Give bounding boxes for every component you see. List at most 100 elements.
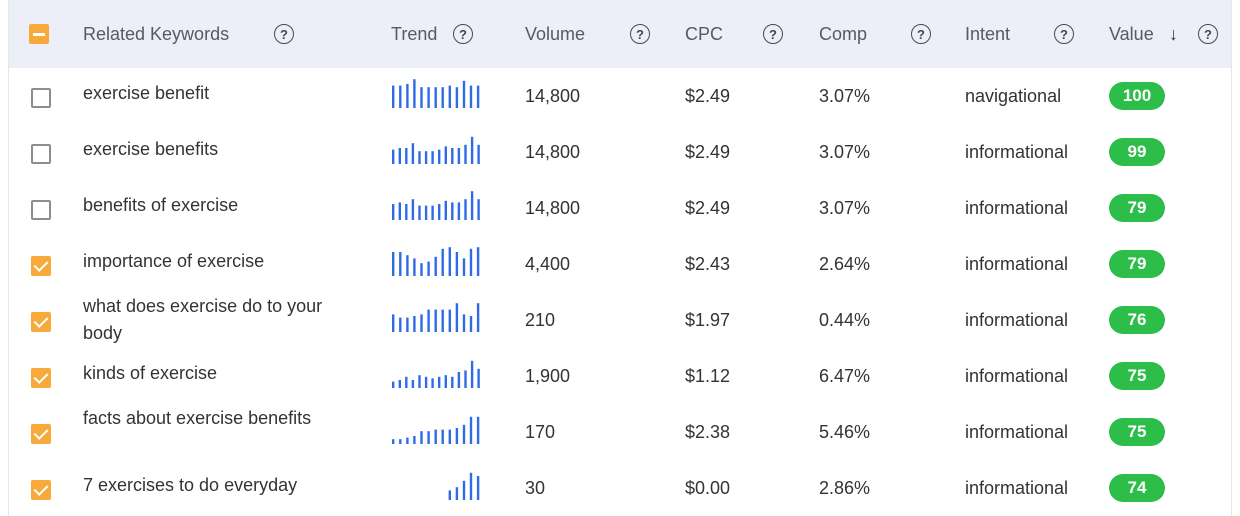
- help-icon[interactable]: ?: [274, 24, 294, 44]
- volume-value: 210: [525, 310, 556, 330]
- help-icon[interactable]: ?: [763, 24, 783, 44]
- trend-bar: [392, 314, 395, 332]
- trend-help[interactable]: ?: [453, 0, 473, 68]
- trend-bar: [444, 375, 447, 388]
- trend-bar: [464, 199, 467, 220]
- trend-sparkline: [392, 191, 480, 220]
- trend-bar: [451, 376, 454, 388]
- comp-help[interactable]: ?: [911, 0, 931, 68]
- trend-bar: [455, 87, 459, 108]
- comp-value: 3.07%: [819, 142, 871, 162]
- trend-bar: [427, 261, 430, 276]
- value-badge: 100: [1109, 82, 1165, 110]
- cpc-value: $2.38: [685, 422, 731, 442]
- intent-help[interactable]: ?: [1054, 0, 1074, 68]
- row-checkbox[interactable]: [31, 480, 51, 500]
- cpc-value: $0.00: [685, 478, 731, 498]
- trend-bar: [441, 309, 444, 332]
- trend-bar: [477, 144, 480, 164]
- keyword-text[interactable]: kinds of exercise: [83, 363, 218, 383]
- trend-bar: [420, 314, 423, 332]
- trend-bar: [405, 148, 408, 164]
- value-badge: 79: [1109, 250, 1165, 278]
- trend-bar: [398, 380, 401, 388]
- column-header-value[interactable]: Value: [1109, 0, 1154, 68]
- volume-help[interactable]: ?: [630, 0, 650, 68]
- trend-bar: [477, 199, 480, 220]
- trend-bar: [399, 439, 402, 444]
- trend-sparkline: [392, 136, 480, 164]
- row-checkbox[interactable]: [31, 144, 51, 164]
- volume-value: 14,800: [525, 86, 581, 106]
- trend-bar: [470, 191, 474, 220]
- trend-bar: [418, 375, 421, 388]
- column-header-keywords[interactable]: Related Keywords: [83, 0, 229, 68]
- help-icon[interactable]: ?: [1054, 24, 1074, 44]
- trend-bar: [411, 143, 415, 164]
- table-row[interactable]: 7 exercises to do everyday 30 $0.00 2.86% in…: [9, 460, 1231, 516]
- table-row[interactable]: benefits of exercise 14,800 $2.49 3.07% info…: [9, 180, 1231, 236]
- table-row[interactable]: what does exercise do to your body 210 $1.…: [9, 292, 1231, 348]
- trend-bar: [464, 144, 467, 164]
- value-sort[interactable]: ↓: [1169, 0, 1178, 68]
- trend-bar: [457, 202, 461, 220]
- trend-bar: [399, 252, 402, 276]
- table-row[interactable]: exercise benefit 14,800 $2.49 3.07% navigati…: [9, 68, 1231, 124]
- trend-bar: [434, 256, 437, 276]
- trend-bar: [431, 378, 434, 388]
- keyword-text[interactable]: exercise benefit: [83, 83, 210, 103]
- column-header-trend[interactable]: Trend: [391, 0, 437, 68]
- row-checkbox[interactable]: [31, 200, 51, 220]
- keyword-text[interactable]: benefits of exercise: [83, 195, 239, 215]
- table-row[interactable]: kinds of exercise 1,900 $1.12 6.47% informat…: [9, 348, 1231, 404]
- column-header-comp[interactable]: Comp: [819, 0, 867, 68]
- trend-bar: [392, 381, 395, 388]
- trend-sparkline: [392, 360, 480, 388]
- row-checkbox[interactable]: [31, 88, 51, 108]
- row-checkbox[interactable]: [31, 256, 51, 276]
- keywords-table: Related Keywords ? Trend ? Volume ? CPC …: [8, 0, 1232, 516]
- row-checkbox[interactable]: [31, 368, 51, 388]
- help-icon[interactable]: ?: [453, 24, 473, 44]
- table-row[interactable]: exercise benefits 14,800 $2.49 3.07% informa…: [9, 124, 1231, 180]
- value-help[interactable]: ?: [1198, 0, 1218, 68]
- column-label-trend: Trend: [391, 23, 438, 44]
- trend-bar: [398, 202, 401, 220]
- sort-down-arrow-icon[interactable]: ↓: [1169, 24, 1178, 44]
- trend-bar: [411, 380, 415, 388]
- column-header-intent[interactable]: Intent: [965, 0, 1010, 68]
- select-all-checkbox[interactable]: [29, 24, 49, 44]
- row-checkbox[interactable]: [31, 424, 51, 444]
- volume-value: 30: [525, 478, 546, 498]
- intent-value: informational: [965, 366, 1069, 386]
- keyword-text[interactable]: 7 exercises to do everyday: [83, 475, 298, 495]
- row-checkbox[interactable]: [31, 312, 51, 332]
- trend-bar: [477, 368, 480, 388]
- value-badge: 79: [1109, 194, 1165, 222]
- keyword-text[interactable]: exercise benefits: [83, 139, 219, 159]
- keyword-text[interactable]: what does exercise do to your body: [83, 296, 323, 343]
- table-row[interactable]: importance of exercise 4,400 $2.43 2.64% inf…: [9, 236, 1231, 292]
- trend-sparkline: [392, 247, 480, 276]
- table-row[interactable]: facts about exercise benefits 170 $2.38 5.4…: [9, 404, 1231, 460]
- keyword-text[interactable]: importance of exercise: [83, 251, 265, 271]
- trend-bar: [444, 200, 447, 220]
- trend-bar: [399, 317, 402, 332]
- trend-bar: [434, 309, 437, 332]
- trend-bar: [406, 255, 409, 276]
- help-icon[interactable]: ?: [630, 24, 650, 44]
- comp-value: 3.07%: [819, 198, 871, 218]
- help-icon[interactable]: ?: [1198, 24, 1218, 44]
- volume-value: 170: [525, 422, 556, 442]
- keyword-text[interactable]: facts about exercise benefits: [83, 408, 312, 428]
- trend-bar: [424, 151, 428, 164]
- column-header-volume[interactable]: Volume: [525, 0, 585, 68]
- comp-value: 5.46%: [819, 422, 871, 442]
- trend-bar: [427, 431, 430, 444]
- column-header-cpc[interactable]: CPC: [685, 0, 723, 68]
- trend-bar: [405, 204, 408, 220]
- keywords-help[interactable]: ?: [274, 0, 294, 68]
- cpc-help[interactable]: ?: [763, 0, 783, 68]
- trend-bar: [476, 416, 480, 444]
- help-icon[interactable]: ?: [911, 24, 931, 44]
